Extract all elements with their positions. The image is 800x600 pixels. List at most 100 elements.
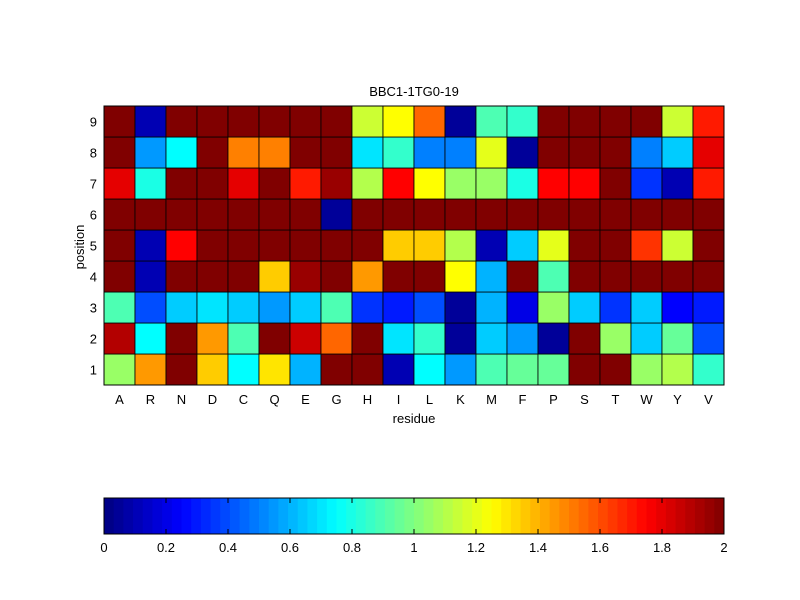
heatmap-cell-G-5 <box>320 229 353 262</box>
heatmap-cell-A-8 <box>103 136 136 169</box>
heatmap-cell-W-3 <box>630 291 663 324</box>
heatmap-cell-I-7 <box>382 167 415 200</box>
heatmap-cell-Q-4 <box>258 260 291 293</box>
heatmap-cell-A-1 <box>103 353 136 386</box>
heatmap-cell-K-5 <box>444 229 477 262</box>
colorbar-band <box>104 498 115 534</box>
x-tick-label: V <box>704 392 713 407</box>
colorbar-band <box>113 498 124 534</box>
heatmap-cell-M-9 <box>475 105 508 138</box>
heatmap-cell-Q-9 <box>258 105 291 138</box>
colorbar-band <box>714 498 725 534</box>
colorbar-band <box>549 498 560 534</box>
heatmap-cell-T-4 <box>599 260 632 293</box>
heatmap-cell-S-1 <box>568 353 601 386</box>
heatmap-cell-N-9 <box>165 105 198 138</box>
plot-frame <box>103 105 725 386</box>
heatmap-cell-Y-3 <box>661 291 694 324</box>
chart-title: BBC1-1TG0-19 <box>369 84 459 99</box>
x-tick-label: N <box>177 392 186 407</box>
colorbar-band <box>665 498 677 534</box>
x-tick-label: Q <box>269 392 279 407</box>
colorbar-band <box>656 498 667 534</box>
heatmap-cell-C-4 <box>227 260 260 293</box>
heatmap-cell-T-5 <box>599 229 632 262</box>
heatmap-cell-K-6 <box>444 198 477 231</box>
heatmap-cell-E-1 <box>289 353 322 386</box>
colorbar-band <box>133 498 144 534</box>
colorbar <box>104 498 725 534</box>
colorbar-band <box>162 498 173 534</box>
heatmap-cell-S-5 <box>568 229 601 262</box>
x-tick-label: E <box>301 392 310 407</box>
heatmap-cell-N-8 <box>165 136 198 169</box>
colorbar-band <box>404 498 415 534</box>
colorbar-band <box>598 498 609 534</box>
colorbar-band <box>646 498 657 534</box>
heatmap-cell-K-2 <box>444 322 477 355</box>
heatmap-cell-F-3 <box>506 291 539 324</box>
colorbar-band <box>249 498 260 534</box>
heatmap-cell-V-5 <box>692 229 725 262</box>
heatmap-cell-P-2 <box>537 322 570 355</box>
x-tick-label: A <box>115 392 124 407</box>
colorbar-frame <box>103 497 725 535</box>
x-axis-label: residue <box>393 411 436 426</box>
heatmap-cell-P-3 <box>537 291 570 324</box>
heatmap-cell-R-7 <box>134 167 167 200</box>
heatmap-cell-V-9 <box>692 105 725 138</box>
heatmap-cell-W-4 <box>630 260 663 293</box>
heatmap-cell-S-8 <box>568 136 601 169</box>
colorbar-tick-label: 1.8 <box>653 540 671 555</box>
heatmap-cell-M-8 <box>475 136 508 169</box>
heatmap-cell-P-4 <box>537 260 570 293</box>
heatmap-cell-G-6 <box>320 198 353 231</box>
heatmap-cell-C-2 <box>227 322 260 355</box>
heatmap-cell-V-8 <box>692 136 725 169</box>
colorbar-band <box>239 498 250 534</box>
heatmap-cell-M-4 <box>475 260 508 293</box>
colorbar-band <box>268 498 279 534</box>
heatmap-cell-D-4 <box>196 260 229 293</box>
heatmap-cell-T-1 <box>599 353 632 386</box>
heatmap-cell-G-9 <box>320 105 353 138</box>
heatmap-cell-D-8 <box>196 136 229 169</box>
heatmap-cell-L-1 <box>413 353 446 386</box>
heatmap-cell-I-3 <box>382 291 415 324</box>
colorbar-tick-label: 1.4 <box>529 540 547 555</box>
heatmap-cell-M-2 <box>475 322 508 355</box>
colorbar-band <box>326 498 337 534</box>
colorbar-tick-label: 1.2 <box>467 540 485 555</box>
x-tick-label: P <box>549 392 558 407</box>
colorbar-band <box>578 498 589 534</box>
heatmap-cell-N-1 <box>165 353 198 386</box>
colorbar-band <box>384 498 396 534</box>
heatmap-cell-H-7 <box>351 167 384 200</box>
heatmap-cell-D-1 <box>196 353 229 386</box>
heatmap-cell-H-5 <box>351 229 384 262</box>
heatmap-cell-K-9 <box>444 105 477 138</box>
heatmap-cell-H-2 <box>351 322 384 355</box>
heatmap-cell-I-2 <box>382 322 415 355</box>
y-tick-label: 1 <box>90 363 97 378</box>
y-tick-label: 5 <box>90 239 97 254</box>
heatmap-cell-R-6 <box>134 198 167 231</box>
heatmap-cell-R-2 <box>134 322 167 355</box>
heatmap-cell-D-6 <box>196 198 229 231</box>
heatmap-cell-P-1 <box>537 353 570 386</box>
colorbar-band <box>588 498 599 534</box>
x-tick-label: K <box>456 392 465 407</box>
colorbar-band <box>627 498 638 534</box>
colorbar-band <box>530 498 541 534</box>
heatmap-cell-C-5 <box>227 229 260 262</box>
colorbar-band <box>423 498 434 534</box>
heatmap-cell-R-8 <box>134 136 167 169</box>
heatmap-cell-Q-1 <box>258 353 291 386</box>
heatmap-cell-I-6 <box>382 198 415 231</box>
colorbar-band <box>142 498 153 534</box>
colorbar-tick-label: 0.2 <box>157 540 175 555</box>
colorbar-band <box>200 498 212 534</box>
y-tick-label: 9 <box>90 115 97 130</box>
